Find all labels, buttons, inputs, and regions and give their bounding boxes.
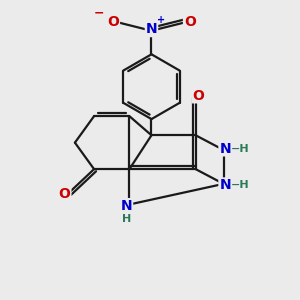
Text: −H: −H [230, 143, 249, 154]
Text: O: O [59, 187, 70, 201]
Text: N: N [219, 142, 231, 155]
Text: −H: −H [230, 180, 249, 190]
Text: H: H [122, 214, 131, 224]
Text: O: O [193, 88, 205, 103]
Text: O: O [184, 15, 196, 29]
Text: N: N [219, 178, 231, 192]
Text: N: N [121, 199, 132, 213]
Text: +: + [157, 15, 165, 25]
Text: −: − [94, 7, 104, 20]
Text: O: O [107, 15, 119, 29]
Text: N: N [146, 22, 157, 36]
